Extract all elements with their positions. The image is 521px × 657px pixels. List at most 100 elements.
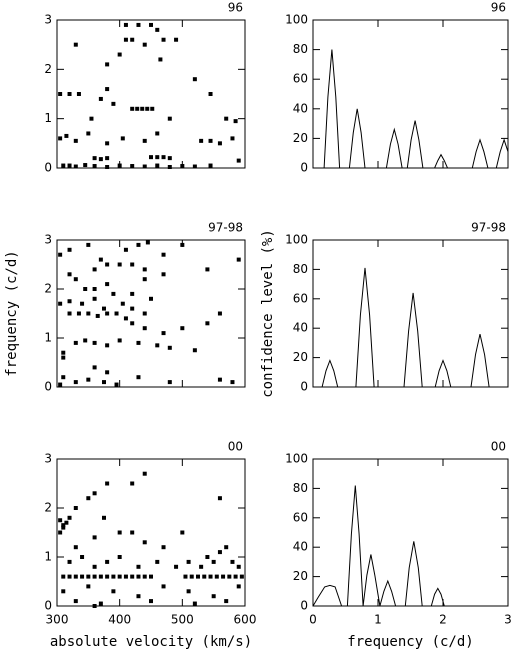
data-point xyxy=(230,380,235,385)
data-point xyxy=(130,262,135,267)
y-tick-label: 1 xyxy=(44,111,52,125)
data-point xyxy=(236,257,241,262)
data-point xyxy=(73,599,78,604)
data-point xyxy=(61,350,66,355)
data-point xyxy=(86,242,91,247)
y-tick-label: 0 xyxy=(300,380,308,394)
data-point xyxy=(105,262,110,267)
x-axis-label: absolute velocity (km/s) xyxy=(50,634,252,650)
data-point xyxy=(123,22,128,27)
y-tick-label: 0 xyxy=(300,599,308,613)
data-point xyxy=(67,311,72,316)
y-tick-label: 0 xyxy=(44,161,52,175)
data-point xyxy=(64,520,69,525)
data-point xyxy=(67,247,72,252)
data-point xyxy=(192,601,197,606)
data-point xyxy=(161,155,166,160)
data-point xyxy=(192,164,197,169)
data-point xyxy=(105,141,110,146)
y-tick-label: 80 xyxy=(293,42,308,56)
data-point xyxy=(155,27,160,32)
data-point xyxy=(167,116,172,121)
data-point xyxy=(58,301,63,306)
data-point xyxy=(105,282,110,287)
data-point xyxy=(80,574,85,579)
data-point xyxy=(73,380,78,385)
data-point xyxy=(114,311,119,316)
data-point xyxy=(98,96,103,101)
x-tick-label: 300 xyxy=(46,613,69,627)
data-point xyxy=(86,377,91,382)
data-point xyxy=(208,163,213,168)
data-point xyxy=(130,530,135,535)
y-tick-label: 100 xyxy=(285,452,308,466)
data-point xyxy=(130,321,135,326)
data-point xyxy=(73,545,78,550)
y-tick-label: 2 xyxy=(44,501,52,515)
data-point xyxy=(155,559,160,564)
data-point xyxy=(230,559,235,564)
data-point xyxy=(180,530,185,535)
data-point xyxy=(123,247,128,252)
y-tick-label: 20 xyxy=(293,350,308,364)
y-tick-label: 0 xyxy=(44,599,52,613)
data-point xyxy=(117,555,122,559)
data-point xyxy=(67,574,72,579)
data-point xyxy=(227,574,232,579)
data-point xyxy=(92,296,97,301)
data-point xyxy=(117,262,122,267)
panel-label: 96 xyxy=(228,1,243,15)
data-point xyxy=(86,131,91,136)
y-tick-label: 20 xyxy=(293,569,308,583)
data-point xyxy=(105,559,110,564)
data-point xyxy=(161,584,166,589)
data-point xyxy=(205,321,210,326)
data-point xyxy=(130,106,135,111)
data-point xyxy=(111,291,116,296)
data-point xyxy=(111,101,116,106)
data-point xyxy=(117,338,122,343)
data-point xyxy=(105,370,110,375)
data-point xyxy=(199,564,204,569)
data-point xyxy=(130,574,135,579)
data-point xyxy=(183,574,188,579)
data-point xyxy=(73,138,78,143)
data-point xyxy=(217,141,222,146)
data-point xyxy=(58,530,63,535)
data-point xyxy=(142,326,147,331)
data-point xyxy=(105,343,110,348)
data-point xyxy=(142,311,147,316)
data-point xyxy=(92,267,97,272)
data-point xyxy=(161,252,166,257)
data-point xyxy=(102,380,106,385)
y-tick-label: 2 xyxy=(44,62,52,76)
data-point xyxy=(192,348,197,353)
data-point xyxy=(186,559,191,564)
panel-label: 96 xyxy=(491,1,506,15)
data-point xyxy=(117,530,122,535)
data-point xyxy=(95,313,100,318)
data-point xyxy=(61,375,66,380)
x-tick-label: 500 xyxy=(171,613,194,627)
panel-label: 00 xyxy=(491,440,506,454)
data-point xyxy=(205,267,210,272)
y-tick-label: 80 xyxy=(293,262,308,276)
data-point xyxy=(189,574,194,579)
data-point xyxy=(117,574,122,579)
data-point xyxy=(161,272,166,277)
data-point xyxy=(136,574,141,579)
data-point xyxy=(217,377,222,382)
data-point xyxy=(58,252,63,257)
confidence-curve xyxy=(312,485,508,607)
data-point xyxy=(136,22,141,27)
plot-frame xyxy=(56,239,246,388)
data-point xyxy=(161,545,166,550)
data-point xyxy=(142,42,147,47)
data-point xyxy=(105,311,110,316)
data-point xyxy=(155,131,160,136)
data-point xyxy=(155,343,160,348)
data-point xyxy=(149,599,153,604)
data-point xyxy=(61,355,66,360)
data-point xyxy=(73,340,78,345)
